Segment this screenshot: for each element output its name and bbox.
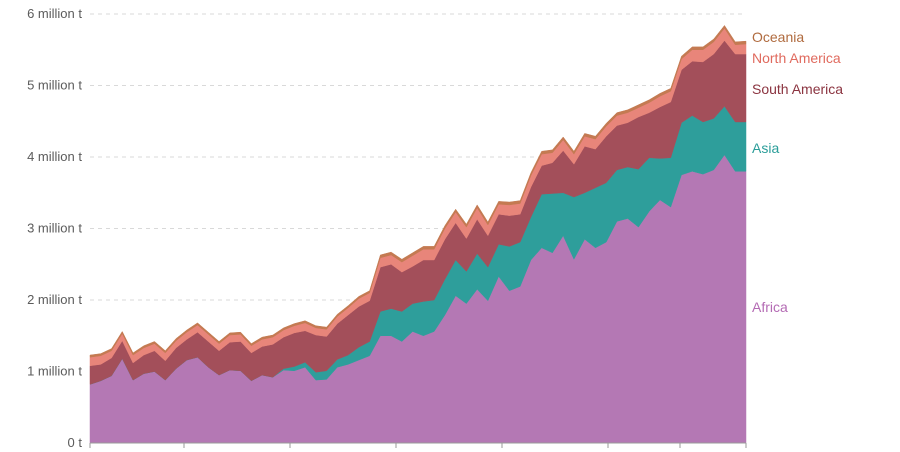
y-tick-label: 0 t — [68, 435, 83, 450]
y-tick-label: 1 million t — [27, 364, 82, 379]
area-series-group — [89, 25, 747, 444]
y-tick-label: 2 million t — [27, 292, 82, 307]
series-label-africa: Africa — [752, 299, 788, 315]
series-labels: Oceania North America South America Asia Afr… — [752, 29, 843, 315]
y-tick-label: 5 million t — [27, 78, 82, 93]
x-axis — [89, 442, 747, 448]
area-oceania — [89, 25, 747, 358]
y-axis-tick-labels: 0 t 1 million t 2 million t 3 million t 4 mi… — [27, 6, 82, 450]
y-tick-label: 4 million t — [27, 149, 82, 164]
series-label-asia: Asia — [752, 140, 779, 156]
y-tick-label: 3 million t — [27, 221, 82, 236]
series-label-north-america: North America — [752, 50, 841, 66]
y-tick-label: 6 million t — [27, 6, 82, 21]
series-label-oceania: Oceania — [752, 29, 804, 45]
series-label-south-america: South America — [752, 81, 843, 97]
